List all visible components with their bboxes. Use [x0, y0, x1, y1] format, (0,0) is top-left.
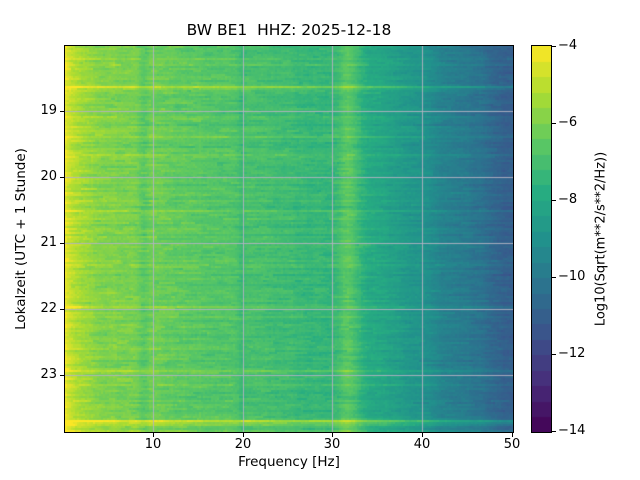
x-tick-mark — [243, 433, 244, 437]
colorbar-tick-label: −14 — [558, 423, 586, 438]
colorbar-tick-mark — [552, 354, 556, 355]
colorbar-tick-mark — [552, 200, 556, 201]
x-tick-mark — [153, 433, 154, 437]
y-tick-mark — [60, 243, 64, 244]
spectrogram-canvas — [65, 46, 513, 432]
colorbar-tick-label: −6 — [558, 115, 578, 130]
y-tick-label: 20 — [40, 169, 57, 184]
x-tick-label: 30 — [323, 437, 341, 452]
colorbar-label: Log10(Sqrt(m**2/s**2/Hz)) — [593, 151, 609, 327]
colorbar-tick-mark — [552, 46, 556, 47]
y-tick-label: 21 — [40, 235, 57, 250]
x-axis-label: Frequency [Hz] — [238, 454, 340, 470]
colorbar-tick-label: −8 — [558, 192, 578, 207]
colorbar-tick-mark — [552, 277, 556, 278]
x-tick-mark — [422, 433, 423, 437]
y-tick-label: 19 — [40, 103, 57, 118]
y-tick-label: 22 — [40, 301, 57, 316]
colorbar — [531, 45, 552, 433]
plot-title: BW BE1 HHZ: 2025-12-18 — [186, 21, 392, 39]
y-tick-mark — [60, 111, 64, 112]
plot-area — [64, 45, 514, 433]
y-axis-label: Lokalzeit (UTC + 1 Stunde) — [13, 148, 29, 330]
y-tick-label: 23 — [40, 367, 57, 382]
colorbar-tick-mark — [552, 123, 556, 124]
colorbar-canvas — [532, 46, 551, 432]
x-tick-mark — [332, 433, 333, 437]
colorbar-tick-mark — [552, 431, 556, 432]
x-tick-label: 40 — [413, 437, 431, 452]
colorbar-tick-label: −4 — [558, 38, 578, 53]
colorbar-tick-label: −10 — [558, 269, 586, 284]
y-tick-mark — [60, 177, 64, 178]
x-tick-label: 20 — [234, 437, 252, 452]
colorbar-tick-label: −12 — [558, 346, 586, 361]
y-tick-mark — [60, 375, 64, 376]
x-tick-mark — [512, 433, 513, 437]
x-tick-label: 10 — [144, 437, 162, 452]
x-tick-label: 50 — [503, 437, 521, 452]
y-tick-mark — [60, 309, 64, 310]
